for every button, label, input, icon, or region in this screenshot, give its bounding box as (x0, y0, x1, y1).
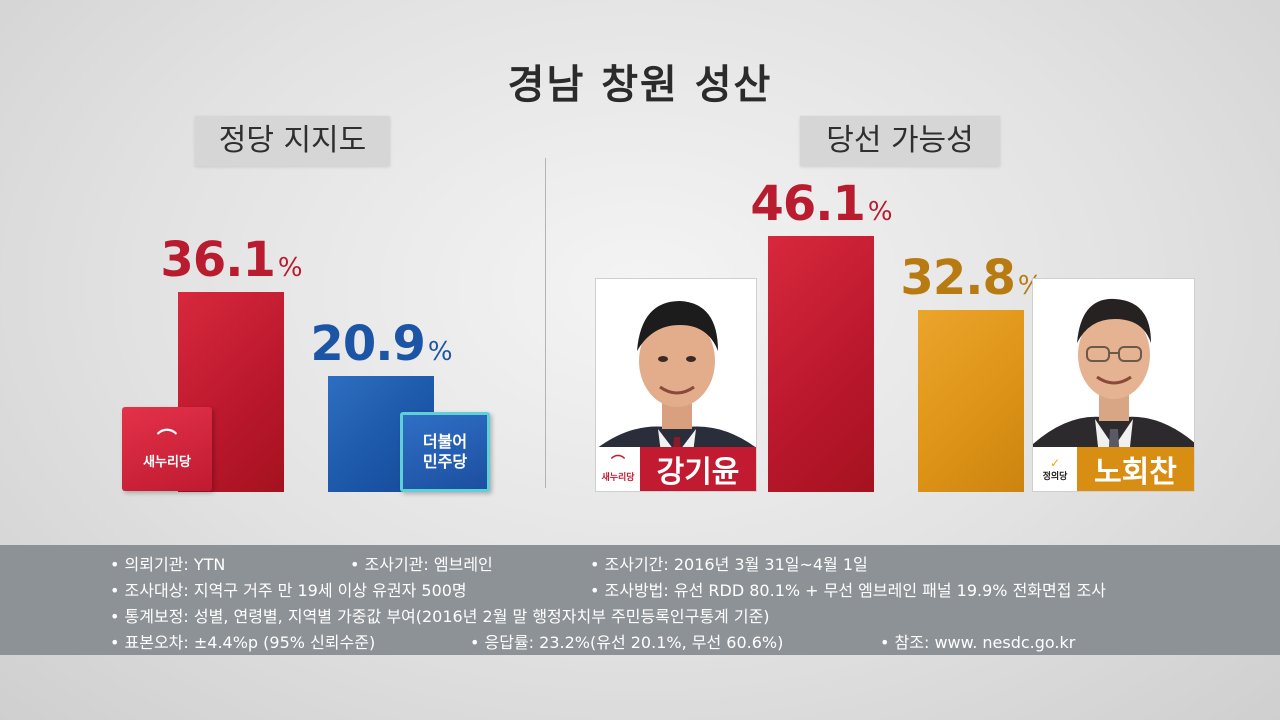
info-reference: • 참조: www. nesdc.go.kr (880, 633, 1076, 652)
value-label-noh: 32.8% (900, 249, 1042, 306)
saenuri-mark-icon: ⌒ (157, 426, 177, 451)
value-label-minjoo: 20.9% (310, 316, 452, 372)
bar-kang (768, 236, 874, 492)
info-method: • 조사방법: 유선 RDD 80.1% + 무선 엠브레인 패널 19.9% … (590, 581, 1106, 600)
saenuri-mini-mark-icon: ⌒ (611, 454, 625, 471)
party-support-label: 정당 지지도 (195, 116, 390, 166)
justice-party-mini-logo: ✓ 정의당 (1033, 447, 1077, 491)
candidate-photo-kang: ⌒ 새누리당 강기윤 (595, 278, 757, 492)
justice-mini-mark-icon: ✓ (1049, 455, 1061, 470)
info-client: • 의뢰기관: YTN (110, 555, 226, 574)
survey-info-panel: • 의뢰기관: YTN • 조사기관: 엠브레인 • 조사기간: 2016년 3… (0, 545, 1280, 655)
saenuri-mini-text: 새누리당 (601, 472, 635, 483)
info-weighting: • 통계보정: 성별, 연령별, 지역별 가중값 부여(2016년 2월 말 행… (110, 607, 770, 626)
main-title: 경남 창원 성산 (507, 62, 773, 108)
saenuri-mini-logo: ⌒ 새누리당 (596, 447, 640, 491)
minjoo-logo-text-1: 더불어 (422, 432, 468, 451)
divider (545, 158, 546, 488)
value-label-saenuri: 36.1% (160, 231, 302, 288)
candidate-name-kang: 강기윤 (640, 447, 756, 491)
candidate-name-noh: 노회찬 (1077, 447, 1194, 491)
info-period: • 조사기간: 2016년 3월 31일~4월 1일 (590, 555, 868, 574)
win-possibility-label: 당선 가능성 (800, 116, 1000, 166)
bar-noh (918, 309, 1024, 492)
info-agency: • 조사기관: 엠브레인 (350, 555, 493, 574)
saenuri-logo-text: 새누리당 (143, 454, 191, 470)
justice-mini-text: 정의당 (1042, 471, 1068, 482)
value-label-kang: 46.1% (750, 176, 892, 233)
info-target: • 조사대상: 지역구 거주 만 19세 이상 유권자 500명 (110, 581, 467, 600)
saenuri-party-logo: ⌒ 새누리당 (122, 407, 212, 491)
info-error: • 표본오차: ±4.4%p (95% 신뢰수준) (110, 633, 376, 652)
minjoo-logo-text-2: 민주당 (422, 452, 468, 471)
candidate-photo-noh: ✓ 정의당 노회찬 (1032, 278, 1195, 492)
minjoo-party-logo: 더불어 민주당 (400, 412, 490, 492)
info-response: • 응답률: 23.2%(유선 20.1%, 무선 60.6%) (470, 633, 784, 652)
